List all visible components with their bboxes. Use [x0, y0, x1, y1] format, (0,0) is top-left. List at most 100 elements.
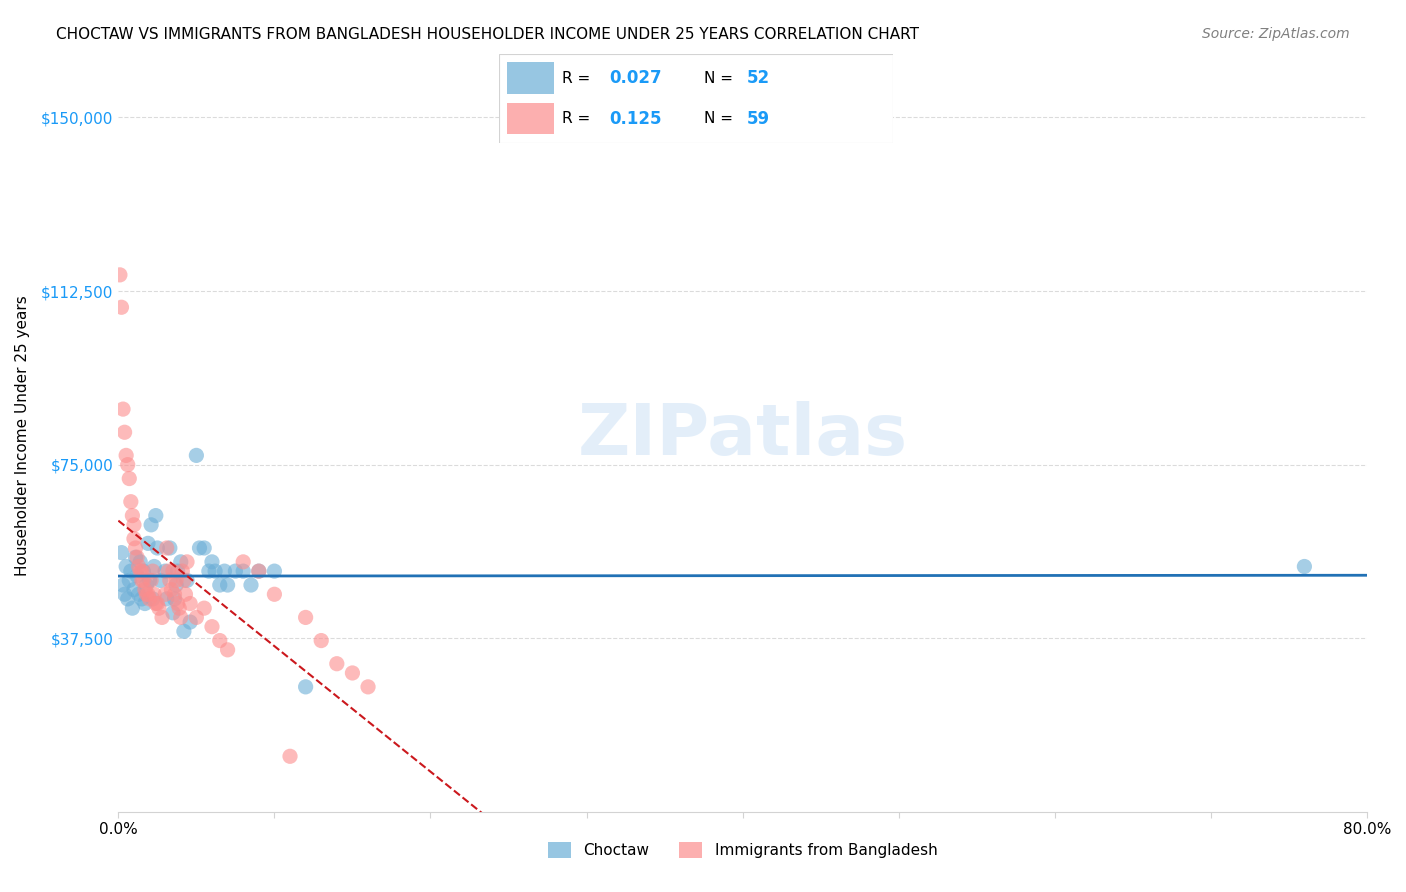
- Text: 0.027: 0.027: [609, 70, 662, 87]
- Point: [108, 268, 131, 282]
- Point: [139, 517, 162, 532]
- Point: [179, 615, 201, 629]
- Point: [153, 564, 176, 578]
- Point: [201, 620, 224, 634]
- Point: [193, 601, 215, 615]
- Point: [159, 541, 181, 555]
- Point: [118, 471, 141, 485]
- Point: [224, 564, 246, 578]
- Point: [124, 550, 146, 565]
- Point: [232, 564, 254, 578]
- Point: [176, 555, 198, 569]
- Point: [115, 559, 138, 574]
- Point: [165, 574, 187, 588]
- Text: 0.125: 0.125: [609, 110, 662, 128]
- Y-axis label: Householder Income Under 25 years: Householder Income Under 25 years: [15, 295, 30, 576]
- Point: [176, 574, 198, 588]
- Point: [163, 587, 186, 601]
- Point: [165, 578, 187, 592]
- Point: [145, 597, 167, 611]
- Point: [186, 610, 208, 624]
- Point: [294, 680, 316, 694]
- Point: [201, 555, 224, 569]
- Point: [115, 449, 138, 463]
- Point: [143, 559, 166, 574]
- Point: [150, 610, 173, 624]
- Point: [131, 591, 153, 606]
- Point: [1294, 559, 1316, 574]
- Point: [326, 657, 349, 671]
- Point: [214, 564, 236, 578]
- Text: 59: 59: [747, 110, 770, 128]
- Point: [110, 300, 132, 314]
- Point: [240, 578, 263, 592]
- Point: [129, 564, 152, 578]
- Point: [118, 574, 141, 588]
- Point: [131, 574, 153, 588]
- Point: [114, 425, 136, 440]
- Point: [135, 578, 157, 592]
- Point: [129, 555, 152, 569]
- Point: [162, 606, 184, 620]
- Text: R =: R =: [562, 71, 595, 86]
- Point: [160, 582, 183, 597]
- Point: [174, 587, 197, 601]
- Point: [148, 601, 170, 615]
- Point: [136, 536, 159, 550]
- Point: [124, 541, 146, 555]
- Point: [134, 597, 156, 611]
- Point: [156, 541, 179, 555]
- Point: [110, 546, 132, 560]
- Point: [263, 564, 285, 578]
- Text: CHOCTAW VS IMMIGRANTS FROM BANGLADESH HOUSEHOLDER INCOME UNDER 25 YEARS CORRELAT: CHOCTAW VS IMMIGRANTS FROM BANGLADESH HO…: [56, 27, 920, 42]
- Point: [173, 574, 195, 588]
- Point: [170, 555, 193, 569]
- Point: [135, 587, 157, 601]
- Point: [167, 601, 190, 615]
- Point: [294, 610, 316, 624]
- Point: [112, 402, 135, 417]
- Point: [146, 597, 169, 611]
- Point: [138, 591, 160, 606]
- Point: [136, 587, 159, 601]
- Point: [121, 508, 143, 523]
- Point: [122, 517, 145, 532]
- Point: [188, 541, 211, 555]
- Point: [112, 578, 135, 592]
- Text: Source: ZipAtlas.com: Source: ZipAtlas.com: [1202, 27, 1350, 41]
- Point: [186, 449, 208, 463]
- Point: [146, 541, 169, 555]
- Point: [153, 587, 176, 601]
- Point: [232, 555, 254, 569]
- Point: [120, 494, 142, 508]
- Point: [157, 564, 180, 578]
- Point: [179, 597, 201, 611]
- Point: [139, 574, 162, 588]
- Point: [121, 601, 143, 615]
- Point: [166, 597, 188, 611]
- Point: [117, 458, 139, 472]
- Point: [309, 633, 332, 648]
- Text: R =: R =: [562, 112, 595, 126]
- Point: [162, 564, 184, 578]
- Point: [342, 665, 364, 680]
- Legend: Choctaw, Immigrants from Bangladesh: Choctaw, Immigrants from Bangladesh: [541, 836, 943, 864]
- FancyBboxPatch shape: [499, 54, 893, 143]
- Point: [122, 532, 145, 546]
- Point: [208, 633, 231, 648]
- Point: [163, 591, 186, 606]
- Point: [263, 587, 285, 601]
- Point: [193, 541, 215, 555]
- Point: [149, 574, 172, 588]
- Point: [128, 587, 150, 601]
- Point: [114, 587, 136, 601]
- Point: [172, 564, 194, 578]
- Point: [117, 591, 139, 606]
- Text: 52: 52: [747, 70, 770, 87]
- Point: [120, 564, 142, 578]
- Point: [142, 591, 165, 606]
- Text: ZIPatlas: ZIPatlas: [578, 401, 908, 470]
- Point: [132, 564, 155, 578]
- Point: [134, 582, 156, 597]
- Point: [122, 582, 145, 597]
